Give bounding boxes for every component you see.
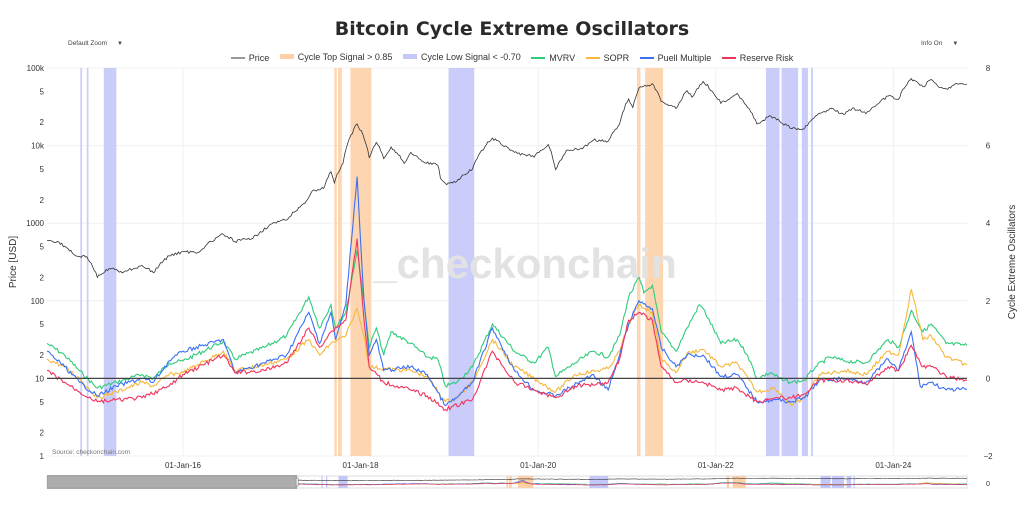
- y2-tick-label: 8: [986, 64, 991, 73]
- range-slider-handle: [295, 477, 299, 487]
- y2-tick-label: 0: [986, 374, 991, 383]
- series-puell-multiple: [46, 176, 967, 407]
- zoom-select-value: Default Zoom: [68, 40, 108, 47]
- mini-low-band: [321, 476, 323, 488]
- cycle-low-band: [765, 68, 780, 456]
- mini-top-band: [506, 476, 509, 488]
- mini-top-band: [726, 476, 730, 488]
- mini-low-band: [326, 476, 328, 488]
- series-reserve-risk: [46, 238, 968, 412]
- chevron-down-icon: ▼: [952, 41, 959, 47]
- mini-low-band: [338, 476, 348, 488]
- legend-label: SOPR: [603, 53, 630, 63]
- source-text: Source: checkonchain.com: [52, 449, 130, 456]
- cycle-top-band: [338, 68, 342, 456]
- y-tick-label: 1000: [26, 219, 44, 228]
- legend-item-puell[interactable]: Puell Multiple: [639, 53, 712, 63]
- x-tick-label: 01-Jan-18: [343, 461, 380, 470]
- x-tick-label: 01-Jan-22: [698, 461, 735, 470]
- chart-title: Bitcoin Cycle Extreme Oscillators: [334, 18, 690, 40]
- legend-label: Reserve Risk: [739, 53, 794, 63]
- x-tick-label: 01-Jan-20: [520, 461, 557, 470]
- y2-tick-label: 4: [986, 219, 991, 228]
- mini-low-band: [846, 476, 852, 488]
- mini-top-band: [509, 476, 512, 488]
- mini-top-band: [732, 476, 746, 488]
- legend-item-reserve-risk[interactable]: Reserve Risk: [721, 53, 794, 63]
- range-slider-mask-left: [47, 475, 298, 489]
- chevron-down-icon: ▼: [117, 41, 123, 47]
- y-tick-label: 5: [40, 165, 45, 174]
- cycle-low-band: [801, 68, 808, 456]
- watermark: _checkonchain: [372, 240, 676, 287]
- cycle-low-band: [80, 68, 83, 456]
- mini-low-band: [831, 476, 845, 488]
- cycle-top-band: [334, 68, 337, 456]
- mini-series: [297, 477, 968, 482]
- cycle-low-band: [811, 68, 813, 456]
- range-slider-y-label: 0: [986, 481, 990, 488]
- zoom-select[interactable]: Default Zoom ▼: [62, 37, 129, 50]
- info-select-value: Info On: [921, 40, 943, 47]
- cycle-top-band: [350, 68, 372, 456]
- cycle-low-band: [86, 68, 89, 456]
- y-tick-label: 5: [40, 398, 45, 407]
- legend-label: Cycle Low Signal < -0.70: [420, 51, 521, 62]
- cycle-top-band: [637, 68, 641, 456]
- y-tick-label: 2: [40, 118, 45, 127]
- y-tick-label: 2: [40, 429, 45, 438]
- y-axis-label: Price [USD]: [8, 236, 19, 288]
- legend-item-mvrv[interactable]: MVRV: [531, 53, 575, 63]
- cycle-low-band: [781, 68, 799, 456]
- series-price: [46, 77, 968, 279]
- y-tick-label: 5: [40, 320, 45, 329]
- y-tick-label: 10: [35, 374, 44, 383]
- y2-axis-label: Cycle Extreme Oscillators: [1007, 205, 1018, 319]
- y-tick-label: 1: [40, 452, 45, 461]
- y2-tick-label: 2: [986, 297, 991, 306]
- mini-low-band: [589, 476, 609, 488]
- cycle-low-band: [103, 68, 117, 456]
- range-slider[interactable]: 0: [46, 475, 990, 489]
- cycle-low-band: [448, 68, 475, 456]
- legend-item-low-signal[interactable]: Cycle Low Signal < -0.70: [402, 51, 521, 62]
- mini-low-band: [820, 476, 831, 488]
- y2-tick-label: −2: [983, 452, 993, 461]
- y-tick-label: 100: [31, 297, 45, 306]
- y2-tick-label: 6: [986, 142, 991, 151]
- y-tick-label: 5: [40, 243, 45, 252]
- legend-item-sopr[interactable]: SOPR: [585, 53, 630, 63]
- y-tick-label: 2: [40, 351, 45, 360]
- y-tick-label: 100k: [27, 64, 45, 73]
- legend-label: Puell Multiple: [657, 53, 712, 63]
- y-tick-label: 2: [40, 273, 45, 282]
- mini-series: [297, 481, 967, 486]
- legend-label: Price: [248, 53, 270, 63]
- info-select[interactable]: Info On ▼: [915, 37, 965, 50]
- y-tick-label: 10k: [31, 142, 45, 151]
- legend-label: Cycle Top Signal > 0.85: [297, 51, 393, 62]
- cycle-top-band: [645, 68, 664, 456]
- legend-item-price[interactable]: Price: [230, 53, 270, 63]
- series-mvrv: [46, 250, 968, 390]
- y-tick-label: 2: [40, 196, 45, 205]
- series-sopr: [46, 289, 968, 407]
- mini-low-band: [853, 476, 855, 488]
- x-tick-label: 01-Jan-16: [165, 461, 202, 470]
- legend: Price Cycle Top Signal > 0.85 Cycle Low …: [0, 51, 1024, 63]
- legend-item-top-signal[interactable]: Cycle Top Signal > 0.85: [279, 51, 393, 62]
- x-tick-label: 01-Jan-24: [875, 461, 912, 470]
- y-tick-label: 5: [40, 87, 45, 96]
- legend-label: MVRV: [549, 53, 576, 63]
